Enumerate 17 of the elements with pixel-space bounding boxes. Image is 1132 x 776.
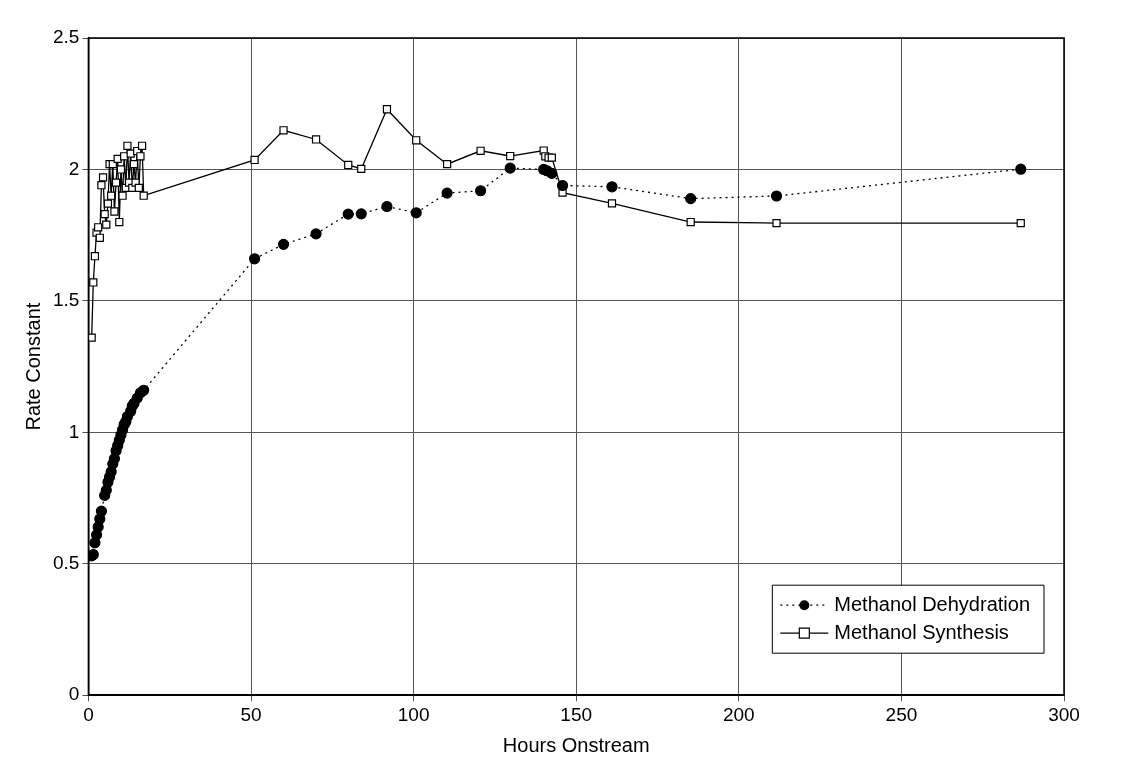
- x-tick-label: 150: [560, 703, 593, 725]
- y-tick-label: 2: [68, 157, 80, 179]
- legend-label: Methanol Dehydration: [834, 592, 1031, 615]
- x-tick-label: 200: [722, 703, 755, 725]
- y-tick-label: 1.5: [52, 289, 80, 311]
- x-tick-label: 100: [397, 703, 430, 725]
- x-axis-title: Hours Onstream: [502, 733, 650, 756]
- y-axis-title: Rate Constant: [21, 302, 44, 431]
- x-tick-label: 250: [885, 703, 918, 725]
- y-tick-label: 0.5: [52, 551, 80, 573]
- y-tick-label: 0: [68, 683, 80, 705]
- x-tick-label: 0: [83, 703, 94, 725]
- x-tick-label: 50: [240, 703, 262, 725]
- y-tick-label: 1: [68, 420, 80, 442]
- y-tick-label: 2.5: [52, 26, 80, 48]
- x-tick-label: 300: [1048, 703, 1080, 725]
- legend-label: Methanol Synthesis: [834, 620, 1009, 643]
